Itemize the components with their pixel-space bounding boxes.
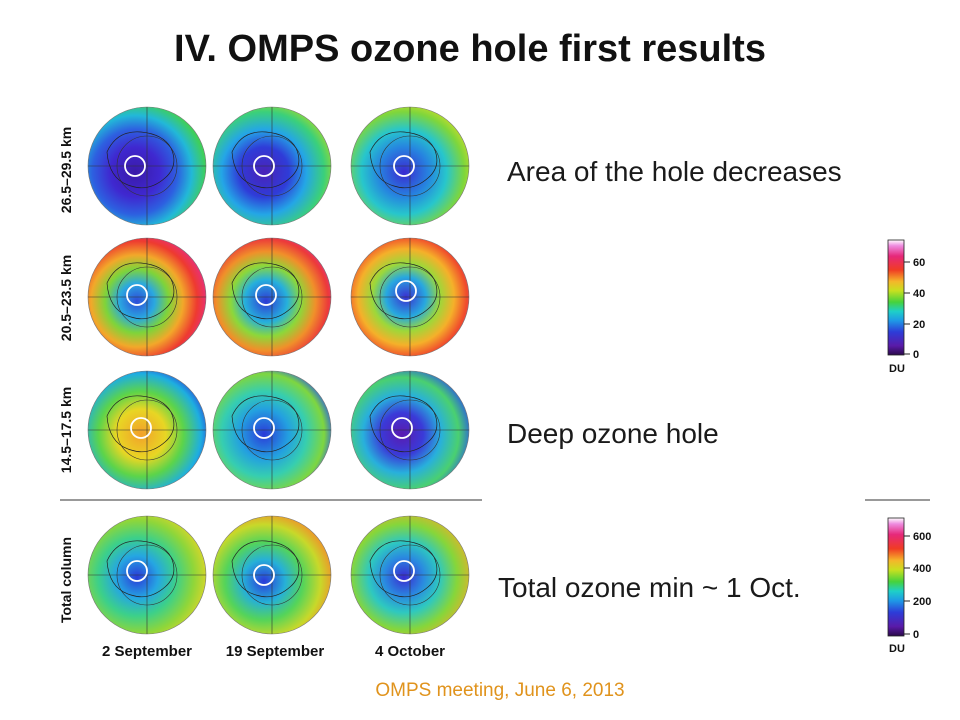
slide-footer: OMPS meeting, June 6, 2013 <box>375 680 625 701</box>
colorbar-lower-tick: 200 <box>913 596 931 608</box>
ozone-map-panel <box>87 515 207 635</box>
ozone-map-panel <box>350 106 470 226</box>
column-label-4-october: 4 October <box>374 643 446 660</box>
colorbar-lower-tick: 0 <box>913 629 919 641</box>
colorbar-lower: 600 400 200 0 DU <box>887 517 931 655</box>
row-label-14-17km: 14.5–17.5 km <box>58 386 74 474</box>
ozone-map-panel <box>87 237 207 357</box>
ozone-map-panel <box>212 515 332 635</box>
row-label-20-23km: 20.5–23.5 km <box>58 254 74 342</box>
ozone-map-panel <box>87 106 207 226</box>
colorbar-upper-tick: 40 <box>913 288 925 300</box>
column-label-19-september: 19 September <box>225 643 325 660</box>
colorbar-upper-tick: 0 <box>913 349 919 361</box>
ozone-map-panel <box>212 237 332 357</box>
colorbar-lower-tick: 400 <box>913 563 931 575</box>
row-label-total-column: Total column <box>58 536 74 624</box>
column-label-2-september: 2 September <box>101 643 193 660</box>
colorbar-upper-tick: 20 <box>913 319 925 331</box>
ozone-map-panel <box>87 370 207 490</box>
colorbar-upper-tick: 60 <box>913 257 925 269</box>
colorbar-upper-unit: DU <box>889 363 905 375</box>
ozone-map-panel <box>212 370 332 490</box>
ozone-map-panel <box>212 106 332 226</box>
colorbar-lower-unit: DU <box>889 643 905 655</box>
row-label-26-29km: 26.5–29.5 km <box>58 126 74 214</box>
ozone-map-panel <box>350 370 470 490</box>
slide-title: IV. OMPS ozone hole first results <box>174 28 766 70</box>
colorbar-upper: 60 40 20 0 DU <box>887 239 925 375</box>
caption-total-ozone-min: Total ozone min ~ 1 Oct. <box>498 572 801 603</box>
ozone-map-panel <box>350 515 470 635</box>
colorbar-lower-tick: 600 <box>913 531 931 543</box>
caption-area-decreases: Area of the hole decreases <box>507 156 842 187</box>
ozone-map-panel <box>350 237 470 357</box>
caption-deep-ozone-hole: Deep ozone hole <box>507 418 719 449</box>
